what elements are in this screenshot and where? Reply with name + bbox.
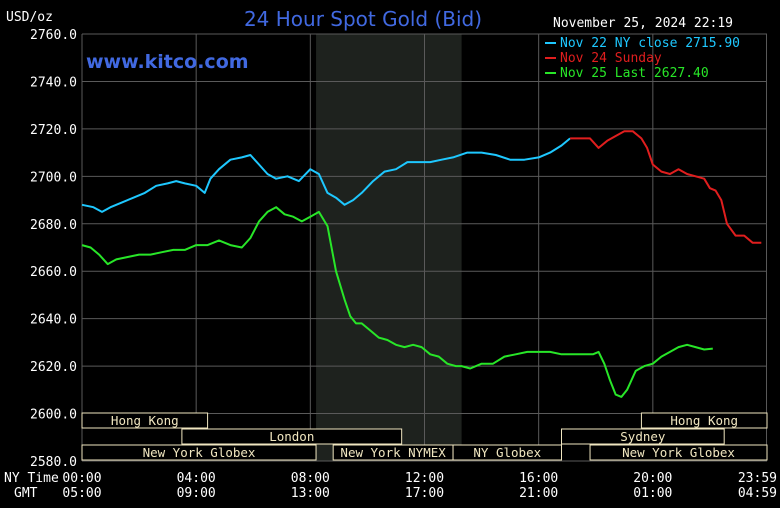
y-tick-label: 2700.0 xyxy=(30,170,77,185)
x-tick-label-gmt: 13:00 xyxy=(291,486,330,501)
y-tick-label: 2760.0 xyxy=(30,28,77,43)
session-box-frame xyxy=(640,412,768,429)
session-label: New York NYMEX xyxy=(340,445,446,460)
x-tick-label-ny: 16:00 xyxy=(519,471,558,486)
legend-item-nov25: Nov 25 Last 2627.40 xyxy=(545,66,709,81)
session-label: Hong Kong xyxy=(111,413,179,428)
x-tick-label-ny: 20:00 xyxy=(633,471,672,486)
session-label: New York Globex xyxy=(622,445,735,460)
y-tick-label: 2580.0 xyxy=(30,455,77,470)
legend-label-nov24: Nov 24 Sunday xyxy=(560,51,662,66)
y-tick-label: 2600.0 xyxy=(30,408,77,423)
session-box: Hong Kong xyxy=(81,412,209,429)
series-line-0 xyxy=(81,137,571,213)
session-box: New York Globex xyxy=(589,444,768,461)
grid-lines xyxy=(81,33,768,462)
price-series xyxy=(81,130,762,398)
x-tick-label-ny: 00:00 xyxy=(62,471,101,486)
session-box-frame xyxy=(452,444,562,461)
legend: Nov 22 NY close 2715.90 Nov 24 Sunday No… xyxy=(545,36,740,81)
session-box: Hong Kong xyxy=(640,412,768,429)
timestamp: November 25, 2024 22:19 xyxy=(553,16,733,31)
legend-item-nov24: Nov 24 Sunday xyxy=(545,51,662,66)
y-tick-label: 2620.0 xyxy=(30,360,77,375)
gmt-row-label: GMT xyxy=(14,486,38,501)
session-box-frame xyxy=(81,444,317,461)
y-tick-label: 2660.0 xyxy=(30,265,77,280)
x-tick-label-gmt: 05:00 xyxy=(62,486,101,501)
session-box: New York Globex xyxy=(81,444,317,461)
x-tick-label-ny: 23:59 xyxy=(738,471,777,486)
x-tick-label-gmt: 17:00 xyxy=(405,486,444,501)
x-tick-label-gmt: 21:00 xyxy=(519,486,558,501)
y-tick-label: 2640.0 xyxy=(30,313,77,328)
y-tick-label: 2680.0 xyxy=(30,218,77,233)
chart-title: 24 Hour Spot Gold (Bid) xyxy=(244,7,482,31)
watermark-url: www.kitco.com xyxy=(86,51,249,73)
x-tick-label-ny: 04:00 xyxy=(177,471,216,486)
series-line-1 xyxy=(570,130,762,244)
y-tick-label: 2740.0 xyxy=(30,75,77,90)
session-box: NY Globex xyxy=(452,444,562,461)
session-box: New York NYMEX xyxy=(332,444,454,461)
x-tick-label-gmt: 01:00 xyxy=(633,486,672,501)
ny-session-shade xyxy=(316,34,462,461)
y-tick-label: 2720.0 xyxy=(30,123,77,138)
x-tick-label-ny: 08:00 xyxy=(291,471,330,486)
y-axis-tick-labels: 2580.0 2600.0 2620.0 2640.0 2660.0 2680.0 2700… xyxy=(30,28,77,470)
session-box-frame xyxy=(561,428,725,445)
legend-item-nov22: Nov 22 NY close 2715.90 xyxy=(545,36,740,51)
ny-time-row-label: NY Time xyxy=(4,471,59,486)
x-tick-label-gmt: 04:59 xyxy=(738,486,777,501)
session-box: Sydney xyxy=(561,428,725,445)
session-box-frame xyxy=(81,412,209,429)
session-box: London xyxy=(181,428,403,445)
session-label: Hong Kong xyxy=(670,413,738,428)
session-label: Sydney xyxy=(620,429,666,444)
session-label: New York Globex xyxy=(143,445,256,460)
session-box-frame xyxy=(181,428,403,445)
x-tick-label-gmt: 09:00 xyxy=(177,486,216,501)
y-axis-unit-label: USD/oz xyxy=(6,10,53,25)
x-tick-label-ny: 12:00 xyxy=(405,471,444,486)
legend-label-nov25: Nov 25 Last 2627.40 xyxy=(560,66,709,81)
series-line-2 xyxy=(81,206,713,398)
legend-label-nov22: Nov 22 NY close 2715.90 xyxy=(560,36,740,51)
session-label: London xyxy=(269,429,314,444)
session-box-frame xyxy=(589,444,768,461)
session-label: NY Globex xyxy=(473,445,541,460)
